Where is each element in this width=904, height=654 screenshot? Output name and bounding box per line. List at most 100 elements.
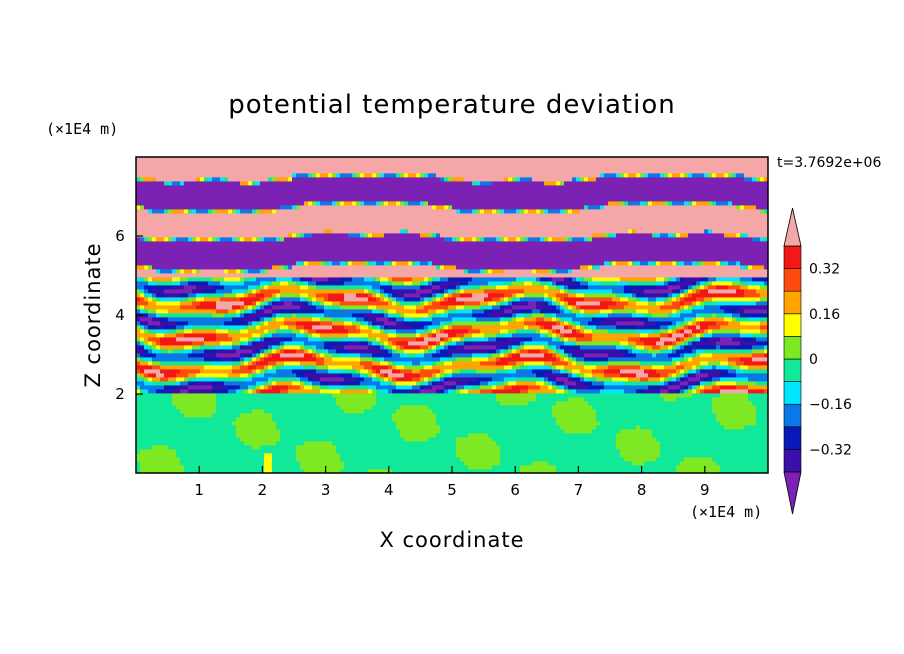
- heatmap-cell: [136, 357, 141, 362]
- heatmap-cell: [160, 421, 165, 426]
- heatmap-cell: [232, 385, 237, 390]
- heatmap-cell: [424, 373, 429, 378]
- heatmap-cell: [560, 373, 565, 378]
- heatmap-cell: [600, 453, 605, 458]
- heatmap-cell: [324, 409, 329, 414]
- heatmap-cell: [684, 385, 689, 390]
- heatmap-cell: [528, 361, 533, 366]
- heatmap-cell: [324, 369, 329, 374]
- heatmap-cell: [308, 357, 313, 362]
- heatmap-cell: [332, 353, 337, 358]
- heatmap-cell: [268, 469, 273, 473]
- heatmap-cell: [348, 421, 353, 426]
- heatmap-cell: [540, 381, 545, 386]
- heatmap-cell: [452, 365, 457, 370]
- heatmap-cell: [472, 345, 477, 350]
- heatmap-cell: [760, 465, 765, 470]
- heatmap-cell: [544, 413, 549, 418]
- heatmap-cell: [212, 465, 217, 470]
- heatmap-cell: [696, 413, 701, 418]
- heatmap-cell: [192, 369, 197, 374]
- heatmap-cell: [448, 349, 453, 354]
- heatmap-cell: [340, 429, 345, 434]
- heatmap-cell: [496, 437, 501, 442]
- heatmap-cell: [324, 449, 329, 454]
- heatmap-cell: [540, 401, 545, 406]
- heatmap-cell: [192, 421, 197, 426]
- heatmap-cell: [460, 405, 465, 410]
- heatmap-cell: [484, 405, 489, 410]
- heatmap-cell: [276, 397, 281, 402]
- heatmap-cell: [216, 449, 221, 454]
- heatmap-cell: [388, 353, 393, 358]
- heatmap-cell: [656, 413, 661, 418]
- heatmap-cell: [432, 365, 437, 370]
- heatmap-cell: [612, 401, 617, 406]
- heatmap-cell: [612, 409, 617, 414]
- heatmap-cell: [216, 353, 221, 358]
- heatmap-cell: [500, 401, 505, 406]
- heatmap-cell: [636, 377, 641, 382]
- heatmap-cell: [736, 381, 741, 386]
- heatmap-cell: [616, 397, 621, 402]
- heatmap-cell: [332, 409, 337, 414]
- heatmap-cell: [472, 381, 477, 386]
- heatmap-cell: [436, 421, 441, 426]
- heatmap-cell: [336, 465, 341, 470]
- heatmap-cell: [656, 389, 661, 394]
- heatmap-cell: [584, 381, 589, 386]
- heatmap-cell: [760, 425, 765, 430]
- heatmap-cell: [172, 365, 177, 370]
- heatmap-cell: [320, 445, 325, 450]
- heatmap-cell: [604, 377, 609, 382]
- heatmap-cell: [588, 389, 593, 394]
- heatmap-cell: [484, 421, 489, 426]
- heatmap-cell: [576, 437, 581, 442]
- heatmap-cell: [264, 397, 269, 402]
- heatmap-cell: [612, 405, 617, 410]
- heatmap-cell: [448, 409, 453, 414]
- heatmap-cell: [396, 441, 401, 446]
- heatmap-cell: [204, 437, 209, 442]
- heatmap-cell: [336, 449, 341, 454]
- heatmap-cell: [204, 417, 209, 422]
- heatmap-cell: [416, 393, 421, 398]
- heatmap-cell: [464, 405, 469, 410]
- heatmap-cell: [364, 441, 369, 446]
- heatmap-cell: [588, 437, 593, 442]
- heatmap-cell: [320, 449, 325, 454]
- heatmap-cell: [636, 461, 641, 466]
- heatmap-cell: [736, 457, 741, 462]
- heatmap-cell: [420, 401, 425, 406]
- heatmap-cell: [712, 465, 717, 470]
- heatmap-cell: [632, 389, 637, 394]
- heatmap-cell: [392, 441, 397, 446]
- heatmap-cell: [404, 417, 409, 422]
- heatmap-cell: [652, 405, 657, 410]
- heatmap-cell: [440, 377, 445, 382]
- heatmap-cell: [596, 425, 601, 430]
- heatmap-cell: [504, 385, 509, 390]
- heatmap-cell: [600, 377, 605, 382]
- heatmap-cell: [720, 449, 725, 454]
- heatmap-cell: [180, 437, 185, 442]
- heatmap-cell: [672, 433, 677, 438]
- heatmap-cell: [596, 449, 601, 454]
- heatmap-cell: [656, 421, 661, 426]
- heatmap-cell: [620, 349, 625, 354]
- heatmap-cell: [408, 361, 413, 366]
- heatmap-cell: [280, 369, 285, 374]
- heatmap-cell: [388, 453, 393, 458]
- heatmap-cell: [408, 381, 413, 386]
- heatmap-cell: [392, 377, 397, 382]
- heatmap-cell: [192, 417, 197, 422]
- heatmap-cell: [352, 429, 357, 434]
- heatmap-cell: [668, 397, 673, 402]
- heatmap-cell: [184, 373, 189, 378]
- heatmap-cell: [620, 413, 625, 418]
- heatmap-cell: [160, 377, 165, 382]
- heatmap-cell: [444, 421, 449, 426]
- heatmap-cell: [476, 457, 481, 462]
- heatmap-cell: [612, 413, 617, 418]
- heatmap-cell: [604, 397, 609, 402]
